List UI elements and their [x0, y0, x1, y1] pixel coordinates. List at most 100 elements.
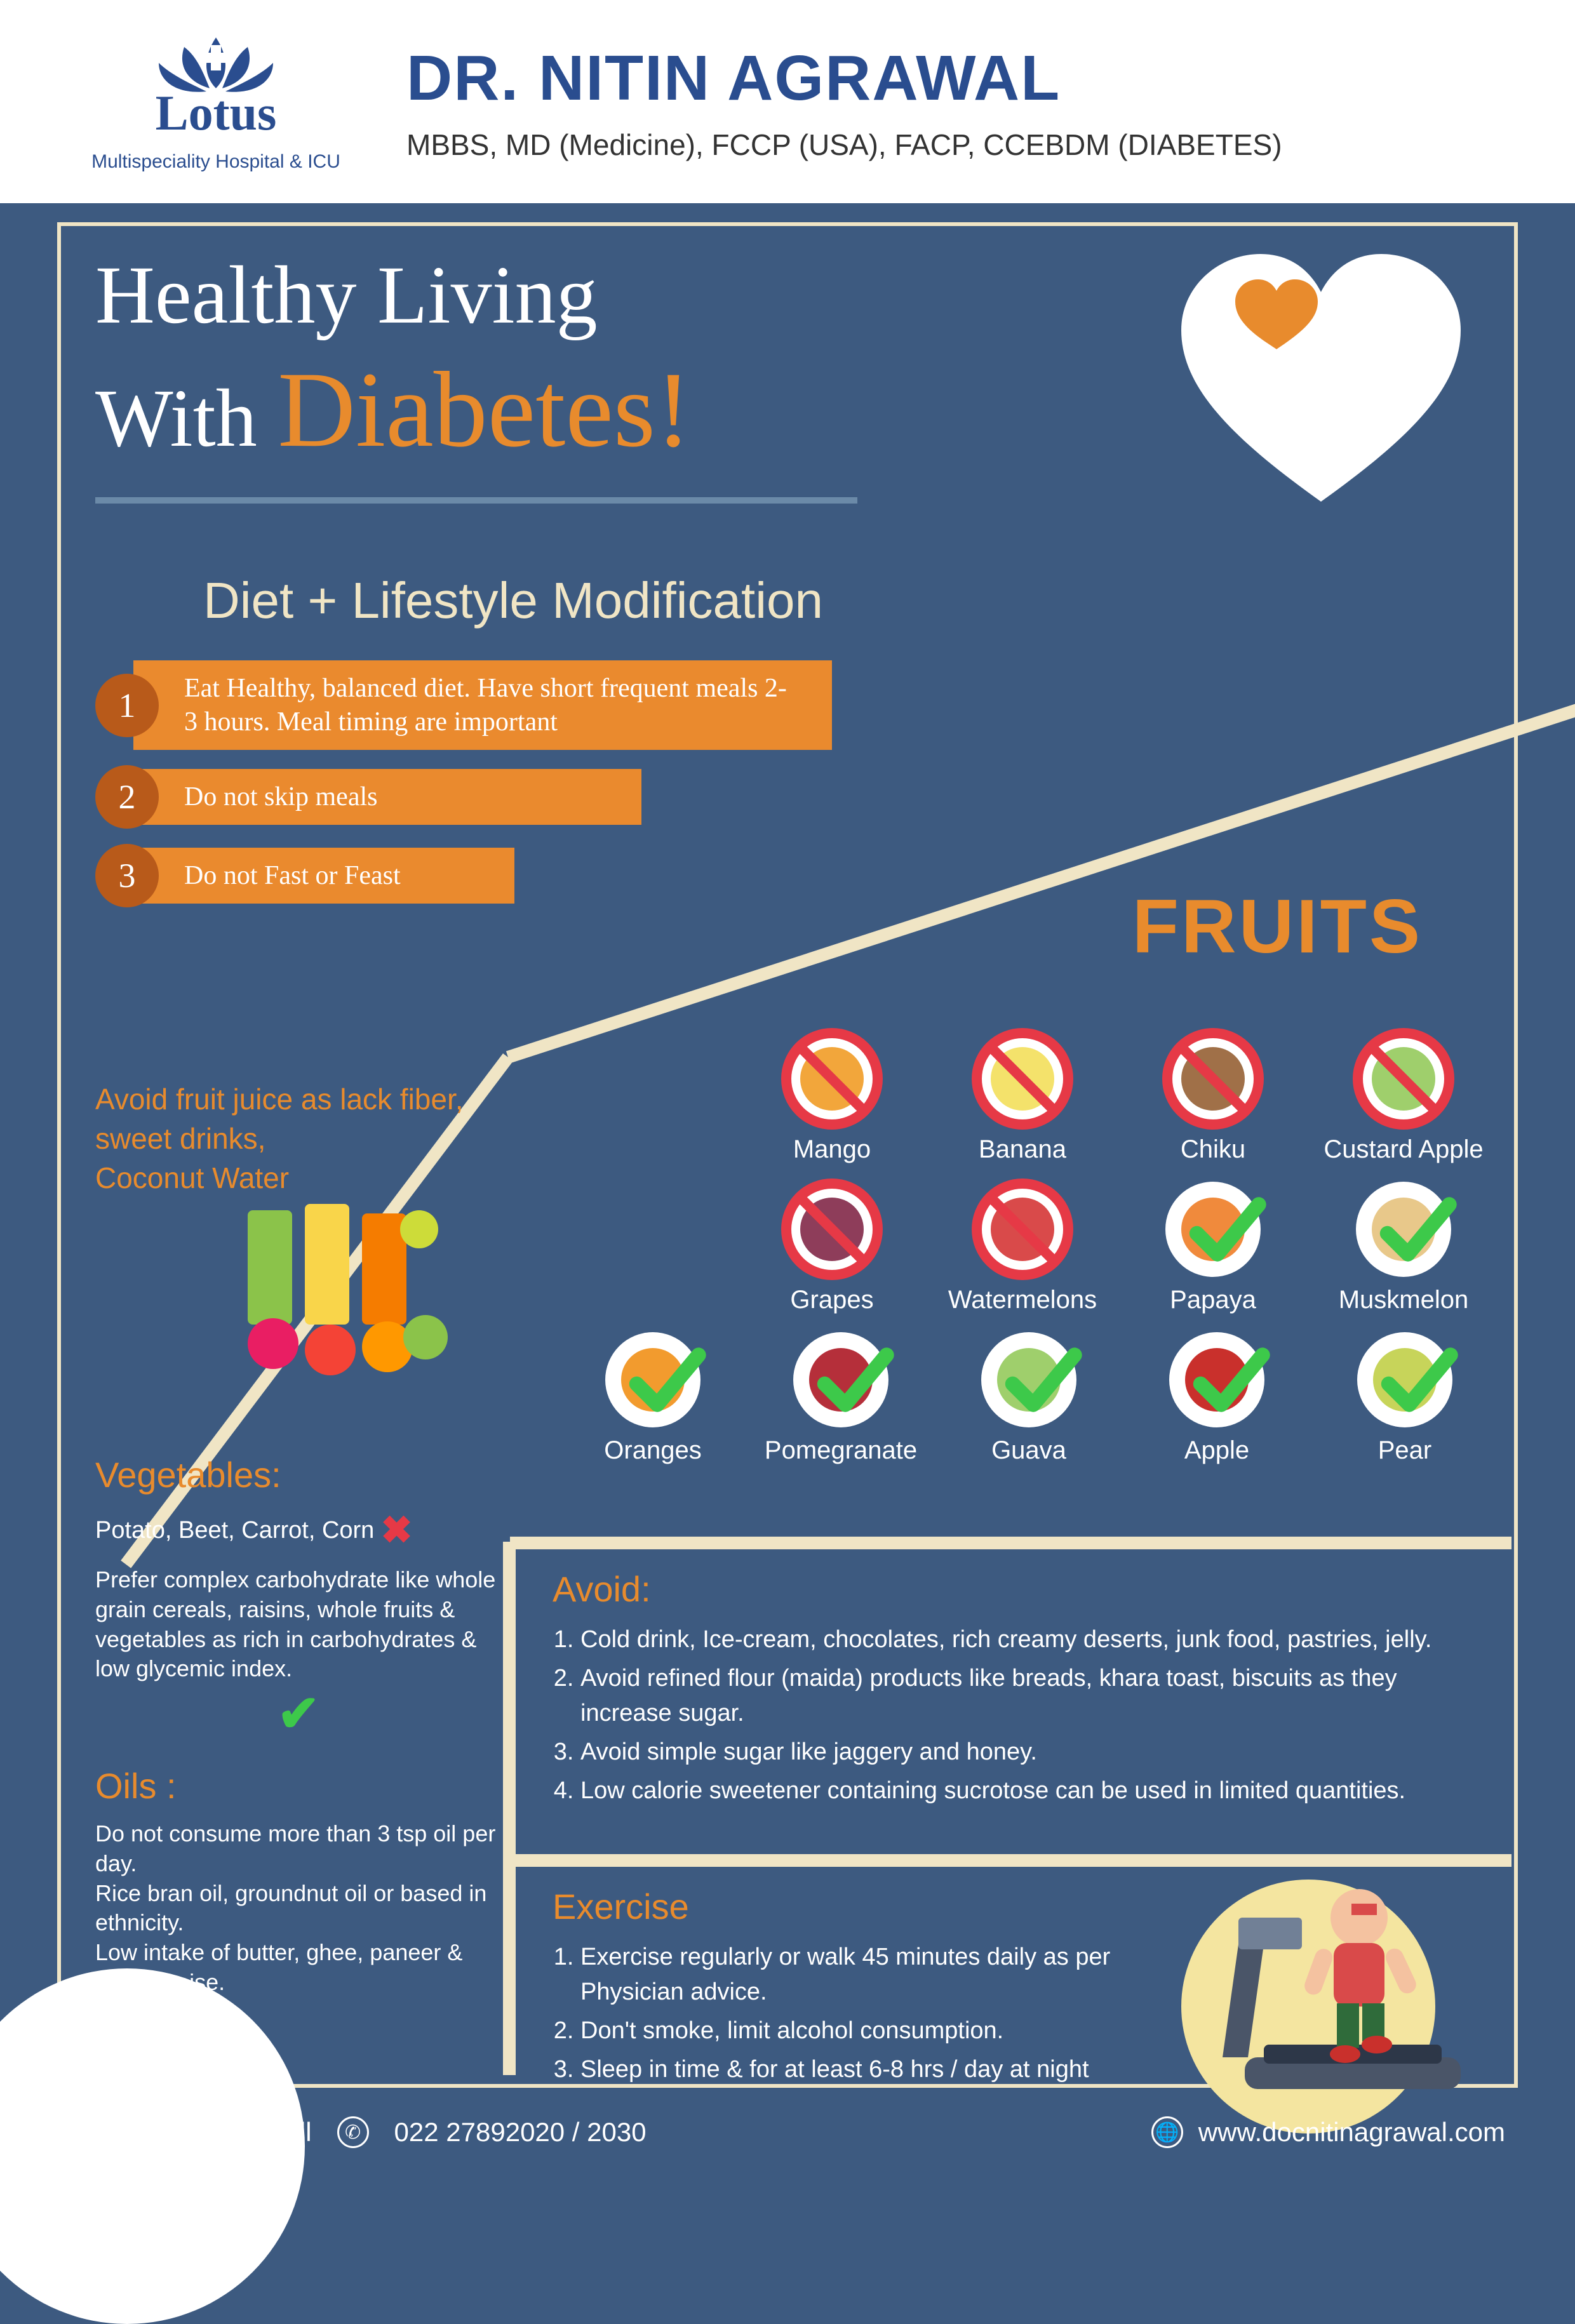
exercise-item: Exercise regularly or walk 45 minutes da… — [580, 1940, 1175, 2010]
footer: For appointment call ✆ 022 27892020 / 20… — [0, 2094, 1575, 2170]
tip-number: 1 — [95, 674, 159, 737]
avoid-section: Avoid: Cold drink, Ice-cream, chocolates… — [553, 1568, 1442, 1812]
fruit-circle — [605, 1332, 700, 1427]
title-accent: Diabetes! — [278, 350, 691, 469]
globe-icon: 🌐 — [1151, 2116, 1183, 2148]
fruit-circle — [1165, 1031, 1261, 1126]
no-icon — [970, 1177, 1075, 1282]
check-icon — [624, 1339, 707, 1421]
fruit-item: Pomegranate — [753, 1332, 928, 1465]
fruit-circle — [1169, 1332, 1264, 1427]
fruits-heading: FRUITS — [1132, 883, 1423, 970]
tip-text: Do not Fast or Feast — [133, 848, 514, 904]
exercise-heading: Exercise — [553, 1886, 1175, 1927]
subtitle: Diet + Lifestyle Modification — [203, 571, 823, 630]
fruit-label: Banana — [934, 1135, 1111, 1164]
fruit-label: Watermelons — [934, 1286, 1111, 1314]
exercise-item: Don't smoke, limit alcohol consumption. — [580, 2013, 1175, 2048]
avoid-item: Avoid simple sugar like jaggery and hone… — [580, 1735, 1442, 1770]
avoid-item: Avoid refined flour (maida) products lik… — [580, 1661, 1442, 1731]
fruit-item: Apple — [1129, 1332, 1304, 1465]
divider-h1 — [510, 1537, 1511, 1549]
check-icon — [1376, 1339, 1459, 1421]
fruit-label: Chiku — [1124, 1135, 1302, 1164]
juice-section: Avoid fruit juice as lack fiber, sweet d… — [95, 1079, 502, 1379]
oils-section: Oils : Do not consume more than 3 tsp oi… — [95, 1765, 502, 1998]
fruit-item: Grapes — [743, 1182, 921, 1314]
header-text: DR. NITIN AGRAWAL MBBS, MD (Medicine), F… — [381, 42, 1282, 162]
tip-number: 2 — [95, 765, 159, 829]
fruit-circle — [1357, 1332, 1452, 1427]
x-icon: ✖ — [380, 1508, 412, 1553]
phone-icon: ✆ — [337, 2116, 369, 2148]
fruit-label: Grapes — [743, 1286, 921, 1314]
tip-item: 2Do not skip meals — [95, 765, 832, 829]
check-icon — [812, 1339, 895, 1421]
title-block: Healthy Living With Diabetes! — [95, 248, 857, 504]
no-icon — [970, 1026, 1075, 1132]
fruit-label: Mango — [743, 1135, 921, 1164]
fruit-item: Pear — [1317, 1332, 1492, 1465]
avoid-heading: Avoid: — [553, 1568, 1442, 1610]
title-rule — [95, 497, 857, 504]
fruit-item: Muskmelon — [1315, 1182, 1492, 1314]
credentials: MBBS, MD (Medicine), FCCP (USA), FACP, C… — [406, 128, 1282, 162]
phone-number: 022 27892020 / 2030 — [394, 2117, 647, 2147]
fruit-label: Oranges — [565, 1436, 741, 1465]
exercise-item: Sleep in time & for at least 6-8 hrs / d… — [580, 2052, 1175, 2087]
no-icon — [1160, 1026, 1266, 1132]
fruit-item: Oranges — [565, 1332, 741, 1465]
no-icon — [1351, 1026, 1456, 1132]
fruit-item: Mango — [743, 1031, 921, 1164]
fruit-circle — [975, 1031, 1070, 1126]
oils-heading: Oils : — [95, 1765, 502, 1806]
fruit-label: Pomegranate — [753, 1436, 928, 1465]
fruit-item: Papaya — [1124, 1182, 1302, 1314]
fruit-circle — [1356, 1031, 1451, 1126]
tip-number: 3 — [95, 844, 159, 907]
fruit-item: Banana — [934, 1031, 1111, 1164]
treadmill-icon — [1181, 1854, 1499, 2121]
website: www.docnitinagrawal.com — [1198, 2117, 1505, 2147]
lotus-logo-icon: Lotus — [95, 31, 337, 145]
fruit-item: Custard Apple — [1315, 1031, 1492, 1164]
check-icon: ✔ — [95, 1684, 502, 1743]
fruit-circle — [981, 1332, 1076, 1427]
fruit-circle — [784, 1031, 880, 1126]
tip-item: 3Do not Fast or Feast — [95, 844, 832, 907]
fruit-item: Guava — [941, 1332, 1116, 1465]
check-icon — [1375, 1188, 1458, 1271]
divider-vertical — [503, 1542, 516, 2075]
vegetables-prefer: Prefer complex carbohydrate like whole g… — [95, 1565, 502, 1684]
main-content: Healthy Living With Diabetes! Diet + Lif… — [0, 203, 1575, 2170]
tips-list: 1Eat Healthy, balanced diet. Have short … — [95, 660, 832, 923]
fruit-label: Custard Apple — [1315, 1135, 1492, 1164]
heart-icon — [1169, 248, 1473, 514]
vegetables-avoid: Potato, Beet, Carrot, Corn ✖ — [95, 1508, 502, 1553]
tip-item: 1Eat Healthy, balanced diet. Have short … — [95, 660, 832, 750]
avoid-item: Cold drink, Ice-cream, chocolates, rich … — [580, 1622, 1442, 1657]
footer-left: For appointment call ✆ 022 27892020 / 20… — [70, 2116, 647, 2148]
fruit-circle — [1165, 1182, 1261, 1277]
fruit-circle — [975, 1182, 1070, 1277]
vegetables-avoid-text: Potato, Beet, Carrot, Corn — [95, 1517, 374, 1544]
footer-right: 🌐 www.docnitinagrawal.com — [1151, 2116, 1505, 2148]
no-icon — [779, 1026, 885, 1132]
fruit-circle — [1356, 1182, 1451, 1277]
fruit-item: Chiku — [1124, 1031, 1302, 1164]
no-icon — [779, 1177, 885, 1282]
title-line1: Healthy Living — [95, 248, 857, 343]
check-icon — [1184, 1188, 1267, 1271]
check-icon — [1000, 1339, 1083, 1421]
vegetables-section: Vegetables: Potato, Beet, Carrot, Corn ✖… — [95, 1454, 502, 1743]
fruit-circle — [793, 1332, 888, 1427]
avoid-list: Cold drink, Ice-cream, chocolates, rich … — [553, 1622, 1442, 1808]
exercise-section: Exercise Exercise regularly or walk 45 m… — [553, 1886, 1175, 2091]
tip-text: Eat Healthy, balanced diet. Have short f… — [133, 660, 832, 750]
header: Lotus Multispeciality Hospital & ICU DR.… — [0, 0, 1575, 203]
avoid-item: Low calorie sweetener containing sucroto… — [580, 1773, 1442, 1808]
title-line2: With Diabetes! — [95, 348, 857, 472]
exercise-list: Exercise regularly or walk 45 minutes da… — [553, 1940, 1175, 2087]
fruit-label: Muskmelon — [1315, 1286, 1492, 1314]
fruit-label: Apple — [1129, 1436, 1304, 1465]
